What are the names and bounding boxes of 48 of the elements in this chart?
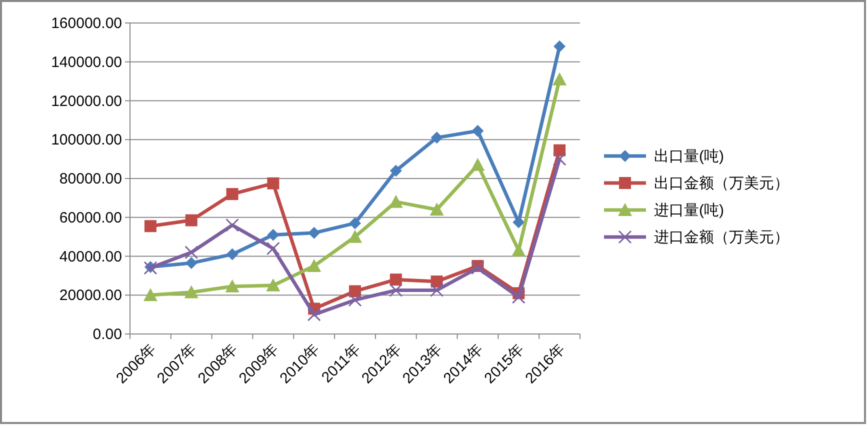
- point: [226, 248, 238, 260]
- y-tick-label: 40000.00: [59, 248, 122, 266]
- point: [307, 258, 322, 272]
- point: [184, 285, 198, 298]
- point: [308, 226, 320, 239]
- point: [349, 217, 361, 230]
- point: [512, 290, 526, 304]
- legend-label: 进口量(吨): [654, 202, 724, 219]
- y-tick-label: 80000.00: [59, 170, 122, 188]
- point: [470, 261, 484, 275]
- point: [226, 188, 238, 200]
- point: [472, 124, 484, 137]
- point: [430, 132, 443, 144]
- point: [225, 279, 240, 292]
- y-tick-label: 120000.00: [51, 92, 122, 110]
- point: [390, 164, 402, 177]
- point: [143, 288, 158, 302]
- point: [389, 284, 403, 298]
- point: [512, 216, 525, 228]
- y-tick-label: 100000.00: [51, 132, 122, 149]
- point: [430, 284, 444, 298]
- legend-label: 出口量(吨): [654, 148, 724, 165]
- y-tick-label: 140000.00: [51, 54, 122, 71]
- point: [185, 214, 198, 226]
- point: [266, 278, 280, 292]
- point: [267, 228, 280, 241]
- point: [554, 40, 566, 52]
- legend-label: 出口金额（万美元）: [654, 175, 789, 192]
- point: [226, 218, 240, 232]
- point: [512, 243, 526, 256]
- point: [266, 242, 280, 256]
- y-tick-label: 60000.00: [59, 209, 122, 226]
- point: [390, 274, 402, 286]
- legend-label: 进口金额（万美元）: [654, 229, 789, 246]
- point: [267, 177, 280, 190]
- y-tick-label: 20000.00: [59, 287, 122, 304]
- point: [470, 158, 485, 171]
- point: [430, 202, 444, 216]
- y-tick-label: 160000.00: [51, 15, 122, 32]
- point: [552, 72, 567, 86]
- y-tick-label: 0.00: [92, 326, 122, 343]
- point: [348, 293, 362, 307]
- point: [185, 257, 198, 270]
- point: [348, 230, 362, 243]
- point: [307, 308, 321, 322]
- point: [144, 220, 156, 232]
- point: [184, 246, 198, 260]
- point: [552, 152, 566, 166]
